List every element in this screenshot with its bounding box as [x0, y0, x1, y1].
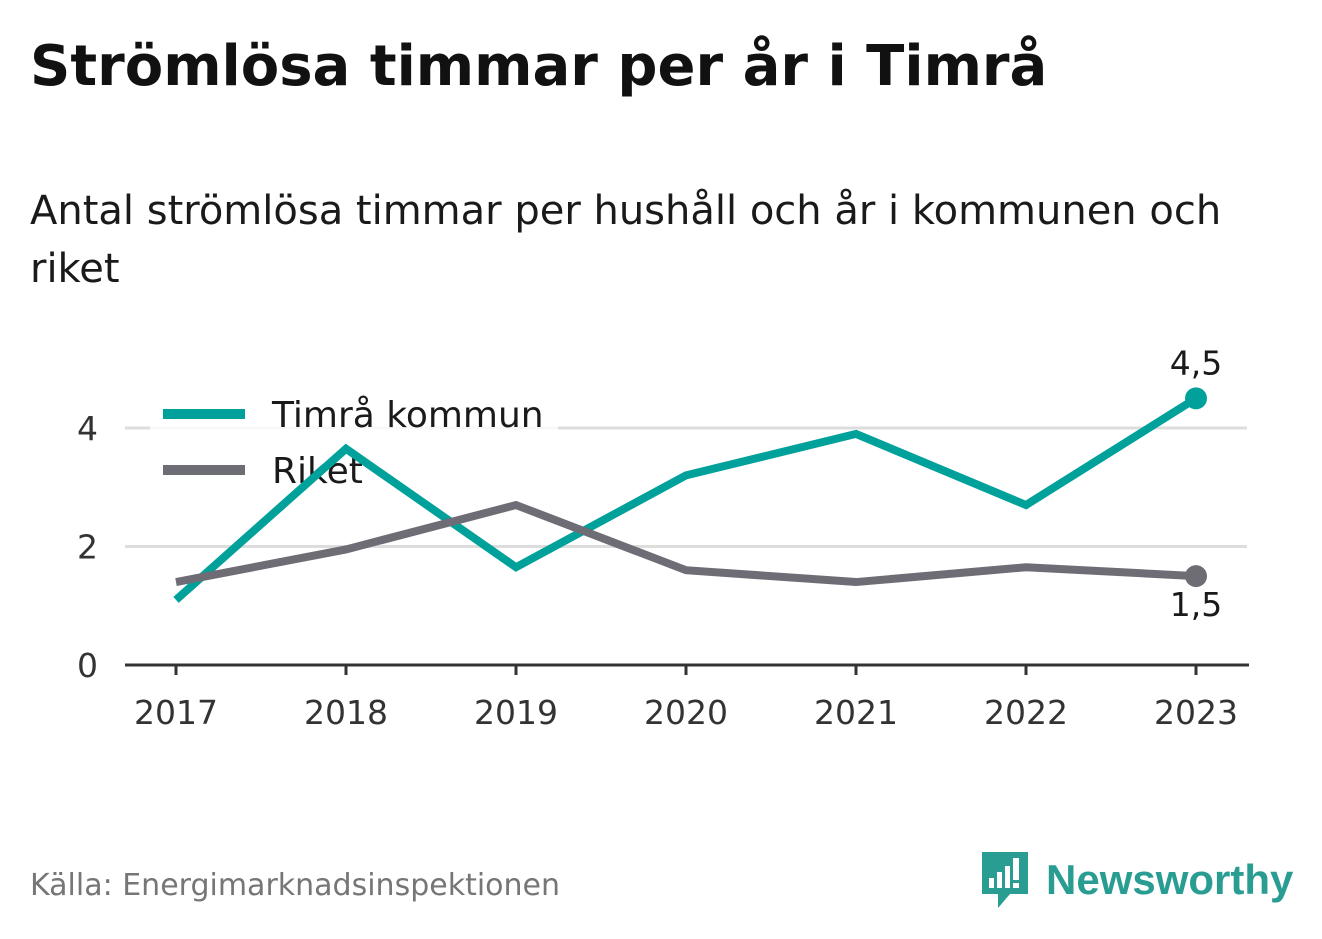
x-tick-label: 2017	[134, 693, 218, 732]
y-tick-label: 2	[77, 528, 98, 567]
end-value-label: 4,5	[1170, 343, 1222, 382]
x-tick-label: 2019	[474, 693, 558, 732]
x-tick-label: 2018	[304, 693, 388, 732]
y-tick-label: 0	[77, 646, 98, 685]
x-tick-label: 2022	[984, 693, 1068, 732]
end-point-marker	[1185, 565, 1207, 588]
chart-subtitle: Antal strömlösa timmar per hushåll och å…	[30, 188, 1222, 292]
x-tick-label: 2021	[814, 693, 898, 732]
line-chart: 0 2 4 2017 2018 2019 2020 2021 2022 2023 Timrå kom…	[77, 343, 1249, 732]
series-line	[175, 500, 1197, 587]
y-tick-label: 4	[77, 409, 98, 448]
chart-title: Strömlösa timmar per år i Timrå	[30, 34, 1048, 99]
end-point-marker	[1185, 387, 1207, 410]
brand-logo: Newsworthy	[980, 850, 1293, 910]
brand-name: Newsworthy	[1046, 856, 1294, 903]
legend-label: Timrå kommun	[271, 395, 544, 436]
source-note: Källa: Energimarknadsinspektionen	[30, 868, 561, 903]
legend-background	[150, 383, 558, 497]
x-tick-label: 2023	[1154, 693, 1238, 732]
end-value-label: 1,5	[1170, 585, 1222, 624]
newsworthy-logo-icon	[982, 852, 1028, 908]
x-tick-label: 2020	[644, 693, 728, 732]
